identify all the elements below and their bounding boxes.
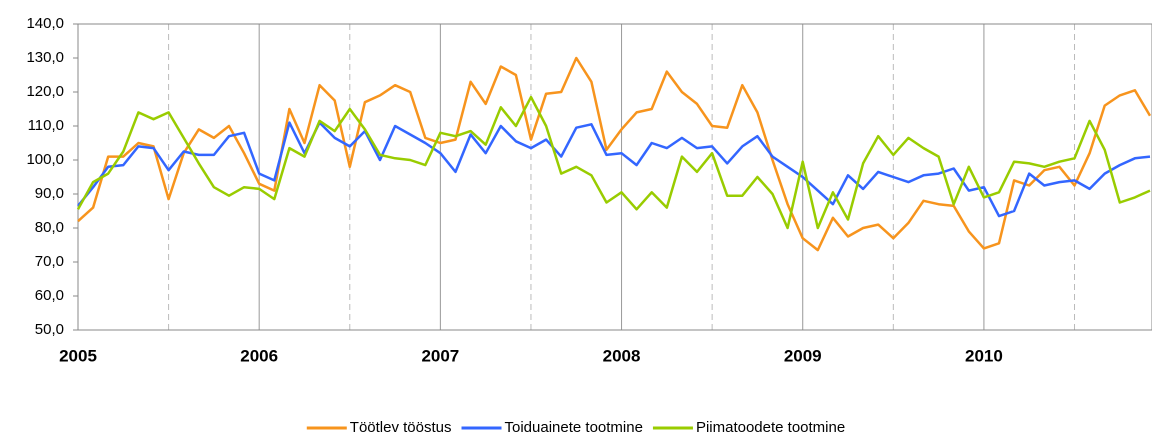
plot-frame	[77, 23, 1152, 331]
legend-label: Töötlev tööstus	[350, 419, 452, 436]
y-tick-label: 140,0	[26, 15, 64, 32]
y-tick-label: 130,0	[26, 49, 64, 66]
series-line	[77, 56, 1152, 252]
y-tick-label: 110,0	[28, 117, 64, 134]
x-tick-label: 2005	[59, 346, 97, 365]
y-tick-label: 90,0	[35, 185, 64, 202]
x-tick-label: 2007	[421, 346, 459, 365]
x-tick-label: 2006	[240, 346, 278, 365]
legend-label: Piimatoodete tootmine	[696, 419, 845, 436]
x-tick-label: 2009	[784, 346, 822, 365]
y-tick-label: 50,0	[35, 321, 64, 338]
x-tick-label: 2010	[965, 346, 1003, 365]
y-tick-label: 70,0	[35, 253, 64, 270]
legend-label: Toiduainete tootmine	[505, 419, 643, 436]
series-line	[77, 121, 1151, 218]
series-line	[76, 95, 1151, 230]
x-tick-label: 2008	[603, 346, 641, 365]
y-tick-label: 100,0	[26, 151, 64, 168]
y-tick-label: 60,0	[35, 287, 64, 304]
y-tick-label: 120,0	[26, 83, 64, 100]
y-tick-label: 80,0	[35, 219, 64, 236]
